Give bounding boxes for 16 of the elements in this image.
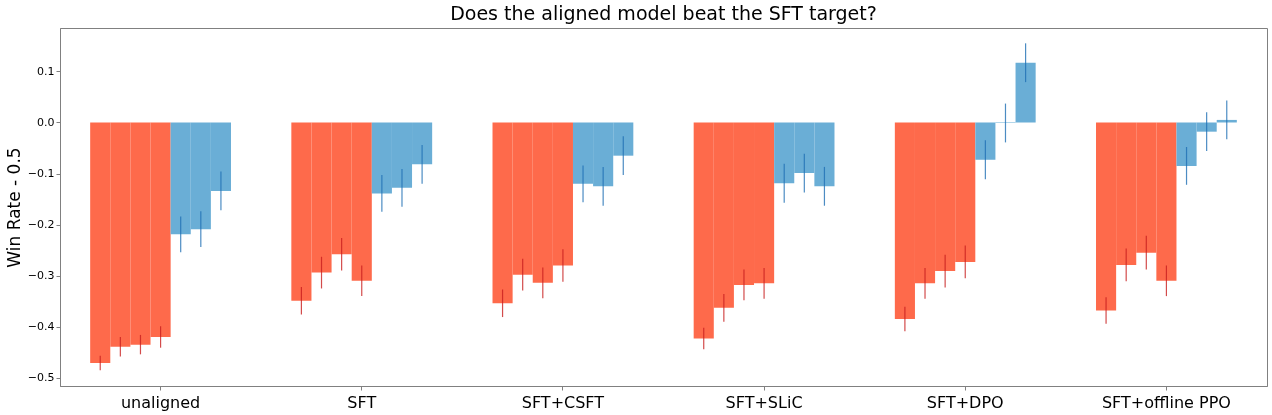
chart-title: Does the aligned model beat the SFT target? bbox=[450, 2, 877, 24]
y-tick-label: −0.5 bbox=[27, 371, 55, 385]
x-tick-label: SFT+DPO bbox=[926, 392, 1004, 412]
x-tick-label: SFT bbox=[347, 392, 377, 412]
x-tick-label: unaligned bbox=[120, 392, 201, 412]
y-tick-label: 0.0 bbox=[37, 115, 55, 129]
y-tick-label: −0.4 bbox=[27, 320, 55, 334]
y-tick-label: −0.3 bbox=[27, 269, 55, 283]
y-tick-label: 0.1 bbox=[37, 64, 55, 78]
y-tick-label: −0.2 bbox=[27, 218, 55, 232]
bar bbox=[1015, 62, 1036, 123]
y-tick-label: −0.1 bbox=[27, 167, 55, 181]
x-tick-label: SFT+SLiC bbox=[725, 392, 803, 412]
x-tick-label: SFT+offline PPO bbox=[1101, 392, 1231, 412]
x-tick-label: SFT+CSFT bbox=[521, 392, 605, 412]
y-axis-title: Win Rate - 0.5 bbox=[3, 147, 24, 268]
